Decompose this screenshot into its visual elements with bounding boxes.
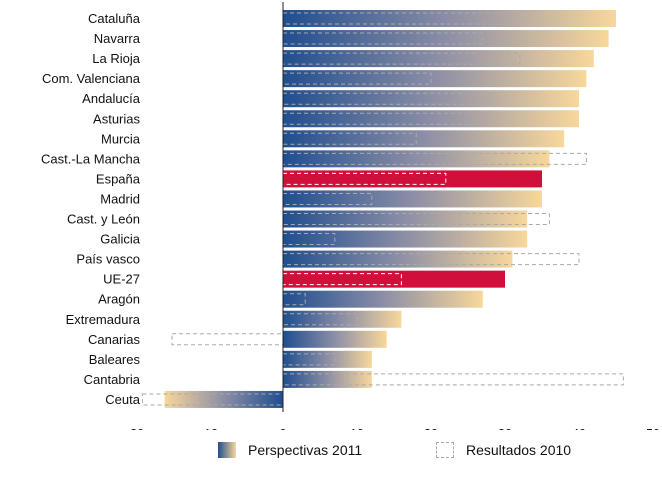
category-label: Cantabria [84, 372, 141, 387]
bar-perspectivas [283, 10, 616, 27]
x-tick-label: 20 [424, 427, 438, 430]
bar-perspectivas [283, 50, 594, 68]
bar-resultados [282, 293, 306, 306]
bar-perspectivas [283, 90, 579, 108]
category-label: País vasco [76, 252, 140, 267]
category-label: Murcia [101, 131, 141, 146]
bar-resultados [282, 192, 373, 205]
bar-perspectivas [164, 390, 283, 408]
bar-perspectivas [283, 250, 513, 268]
bar-perspectivas [283, 310, 402, 328]
category-label: Asturias [93, 111, 140, 126]
bar-perspectivas [283, 190, 542, 208]
category-label: Canarias [88, 332, 141, 347]
legend-item-resultados: Resultados 2010 [436, 442, 571, 458]
x-tick-label: 0 [280, 427, 287, 430]
legend: Perspectivas 2011 Resultados 2010 [0, 442, 662, 464]
bar-perspectivas [283, 110, 579, 128]
x-tick-label: 30 [498, 427, 512, 430]
category-label: UE-27 [103, 272, 140, 287]
x-tick-label: -10 [200, 427, 218, 430]
bar-perspectivas [283, 30, 609, 48]
category-label: Aragón [98, 292, 140, 307]
category-label: Navarra [94, 31, 141, 46]
category-label: Cataluña [88, 11, 141, 26]
bar-perspectivas [283, 270, 505, 288]
category-label: La Rioja [92, 51, 140, 66]
bar-perspectivas [283, 290, 483, 308]
x-tick-label: 10 [350, 427, 364, 430]
bar-resultados [282, 72, 432, 85]
x-tick-label: 40 [572, 427, 586, 430]
bar-perspectivas [283, 370, 372, 388]
bar-perspectivas [283, 70, 587, 88]
category-label: Extremadura [66, 312, 141, 327]
bar-perspectivas [283, 210, 528, 228]
category-label: Baleares [89, 352, 141, 367]
bar-perspectivas [283, 130, 565, 148]
category-label: Andalucía [82, 91, 141, 106]
bar-resultados [141, 393, 284, 406]
bar-resultados [171, 333, 284, 346]
bar-perspectivas [283, 150, 550, 168]
legend-swatch-resultados [436, 442, 454, 458]
bar-resultados [282, 253, 580, 266]
category-label: Com. Valenciana [42, 71, 141, 86]
bar-chart: Cataluña Navarra La Rioja Com. Valenciana An… [41, 2, 660, 430]
x-tick-label: 50 [646, 427, 660, 430]
category-label: Ceuta [105, 392, 140, 407]
category-label: España [96, 171, 141, 186]
bar-perspectivas [283, 350, 372, 368]
category-label: Galicia [100, 232, 141, 247]
bar-resultados [282, 172, 447, 185]
category-label: Madrid [100, 191, 140, 206]
bar-perspectivas [283, 230, 528, 248]
bar-resultados [282, 12, 506, 25]
category-label: Cast. y León [67, 212, 140, 227]
bar-perspectivas [283, 170, 542, 188]
bar-perspectivas [283, 330, 387, 348]
legend-label-resultados: Resultados 2010 [466, 442, 572, 458]
category-label: Cast.-La Mancha [41, 151, 141, 166]
legend-swatch-perspectivas [218, 442, 236, 458]
bar-resultados [282, 373, 624, 386]
x-tick-label: -20 [126, 427, 144, 430]
legend-label-perspectivas: Perspectivas 2011 [248, 442, 363, 458]
legend-item-perspectivas: Perspectivas 2011 [218, 442, 362, 458]
